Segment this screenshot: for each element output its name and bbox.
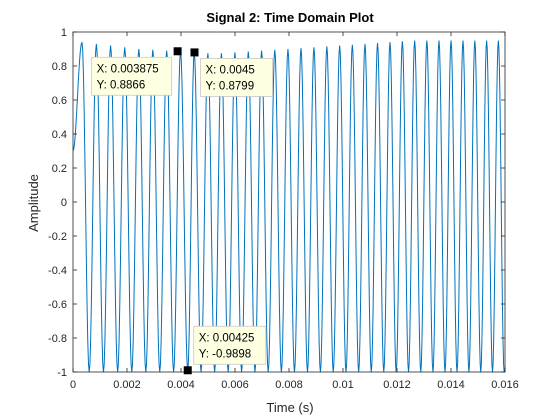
x-tick-label: 0.014	[437, 379, 465, 391]
datatip-2[interactable]: X: 0.00425 Y: -0.9898	[183, 325, 267, 375]
datatip-y-text: Y: -0.9898	[199, 348, 251, 360]
y-tick-label: -1	[57, 367, 67, 379]
y-tick-label: 0.4	[52, 129, 67, 141]
y-tick-label: 1	[61, 27, 67, 39]
x-tick-label: 0.01	[332, 379, 353, 391]
datatip-box	[193, 325, 267, 365]
axes: 0 0.002 0.004 0.006 0.008 0.01 0.012 0.014 0.016…	[48, 27, 519, 391]
datatip-marker[interactable]	[183, 366, 192, 375]
datatip-marker[interactable]	[173, 47, 182, 56]
signal-line-0[interactable]	[73, 40, 505, 373]
x-tick-label: 0	[70, 379, 76, 391]
x-tick-label: 0.002	[113, 379, 141, 391]
datatip-x-text: X: 0.003875	[97, 63, 159, 75]
y-tick-label: 0	[61, 197, 67, 209]
datatip-marker[interactable]	[190, 48, 199, 57]
x-axis-label: Time (s)	[266, 400, 313, 415]
datatip-x-text: X: 0.00425	[199, 332, 255, 344]
y-tick-label: -0.6	[48, 299, 67, 311]
y-tick-label: 0.8	[52, 61, 67, 73]
datatip-box	[91, 56, 173, 96]
datatip-y-text: Y: 0.8866	[97, 79, 146, 91]
y-tick-label: -0.4	[48, 265, 67, 277]
datatip-y-text: Y: 0.8799	[206, 80, 255, 92]
y-axis-label: Amplitude	[26, 174, 41, 232]
x-tick-label: 0.006	[221, 379, 249, 391]
x-tick-label: 0.008	[275, 379, 303, 391]
datatip-box	[200, 58, 273, 97]
y-tick-label: 0.6	[52, 95, 67, 107]
y-tick-label: -0.2	[48, 231, 67, 243]
x-tick-label: 0.012	[383, 379, 411, 391]
chart-title: Signal 2: Time Domain Plot	[206, 10, 374, 25]
datatip-1[interactable]: X: 0.0045 Y: 0.8799	[190, 48, 273, 97]
x-tick-label: 0.016	[491, 379, 519, 391]
datatip-0[interactable]: X: 0.003875 Y: 0.8866	[91, 47, 182, 96]
datatip-x-text: X: 0.0045	[206, 64, 255, 76]
x-tick-label: 0.004	[167, 379, 195, 391]
y-tick-label: 0.2	[52, 163, 67, 175]
y-tick-label: -0.8	[48, 333, 67, 345]
